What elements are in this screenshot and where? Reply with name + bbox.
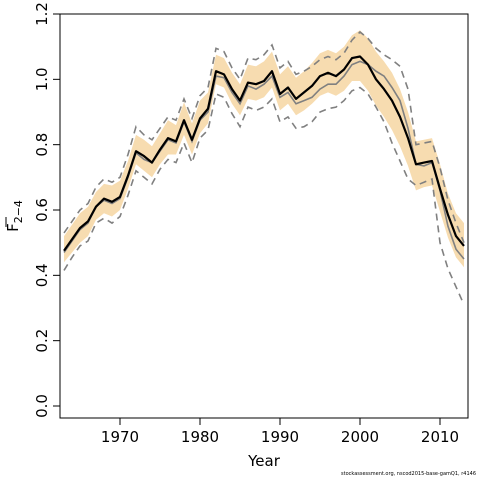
- y-tick-label: 1.2: [33, 2, 51, 26]
- previous-upper-line: [63, 30, 465, 244]
- band-layer: [64, 30, 464, 268]
- x-axis-title: Year: [247, 452, 281, 470]
- y-tick-label: 0.4: [33, 263, 51, 287]
- y-axis-title-main: F: [4, 223, 22, 232]
- y-tick-label: 0.2: [33, 329, 51, 353]
- y-axis-title: F2−4: [4, 200, 25, 232]
- estimate-line: [63, 55, 465, 252]
- x-tick-label: 1990: [261, 428, 299, 446]
- y-tick-label: 0.0: [33, 394, 51, 418]
- footnote: stockassessment.org, nscod2015-base-gamQ…: [341, 471, 476, 477]
- y-axis: 0.0 0.2 0.4 0.6 0.8 1.0 1.2: [33, 2, 60, 418]
- x-tick-label: 1980: [181, 428, 219, 446]
- x-tick-label: 2000: [341, 428, 379, 446]
- line-layer: [63, 55, 465, 252]
- x-axis: 1970 1980 1990 2000 2010: [101, 418, 459, 446]
- y-tick-label: 0.8: [33, 133, 51, 157]
- x-tick-label: 2010: [421, 428, 459, 446]
- svg-text:F2−4: F2−4: [4, 200, 25, 232]
- y-tick-label: 0.6: [33, 198, 51, 222]
- y-axis-title-sub: 2−4: [12, 200, 25, 223]
- x-tick-label: 1970: [101, 428, 139, 446]
- plot-frame: [59, 13, 469, 419]
- confidence-band: [64, 30, 464, 268]
- y-tick-label: 1.0: [33, 67, 51, 91]
